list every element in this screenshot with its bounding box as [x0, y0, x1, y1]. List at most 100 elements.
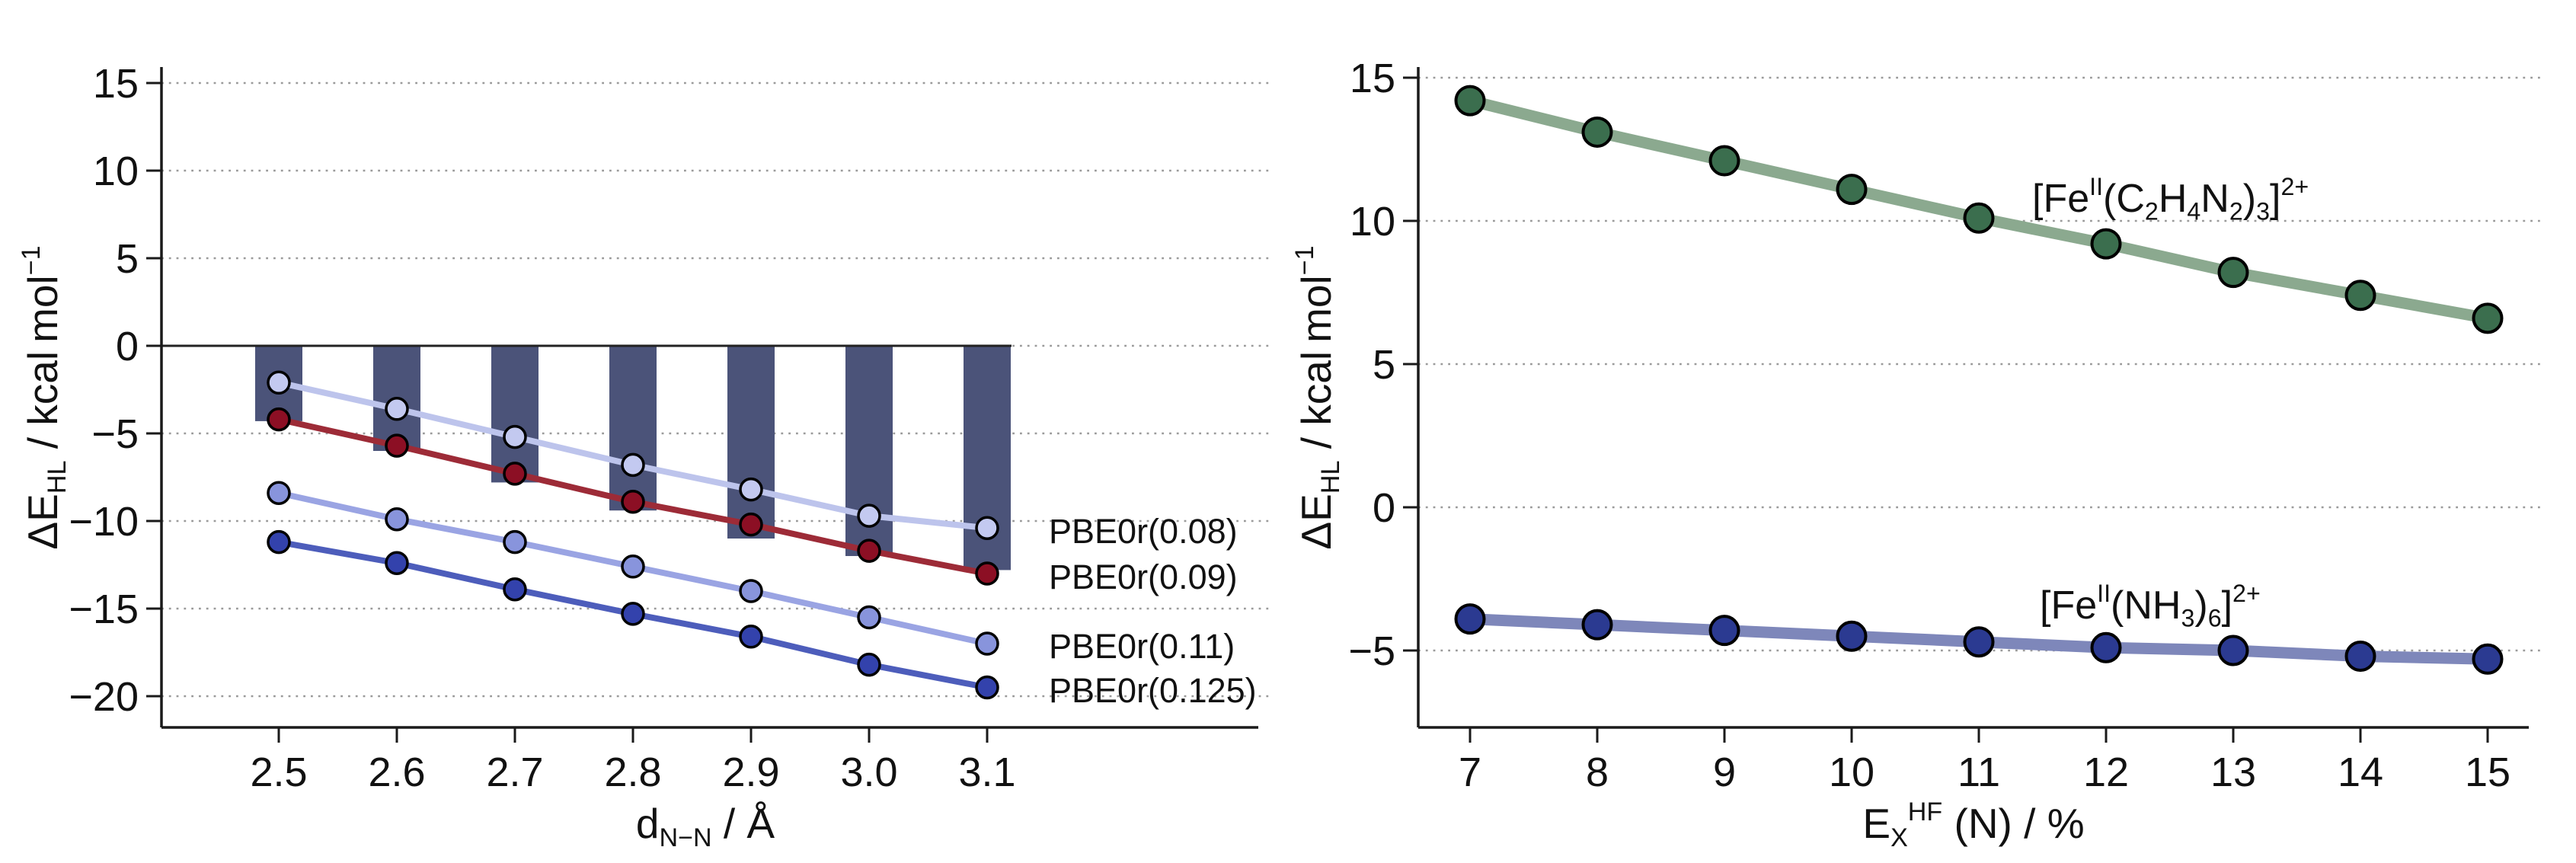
y-axis-label: ΔEHL / kcal mol−1 — [17, 245, 72, 549]
data-point — [1581, 116, 1613, 148]
data-point — [739, 579, 763, 603]
text-segment: 2+ — [2232, 580, 2261, 607]
data-point — [385, 551, 409, 575]
text-segment: [Fe — [2032, 177, 2089, 221]
data-point — [385, 433, 409, 458]
y-tick-label: 5 — [1373, 342, 1395, 388]
text-segment: ] — [2270, 177, 2280, 221]
text-segment: N−N — [659, 823, 711, 852]
text-segment: E — [1862, 800, 1890, 847]
data-point — [1963, 202, 1995, 234]
text-segment: 2 — [2229, 197, 2243, 225]
text-segment: [Fe — [2040, 583, 2097, 628]
y-tick-label: −5 — [1348, 628, 1395, 674]
x-tick-label: 3.1 — [958, 750, 1015, 795]
text-segment: 2.6 — [368, 750, 425, 795]
text-segment: 11 — [1958, 750, 2000, 795]
data-point — [975, 675, 999, 700]
data-point — [2344, 641, 2376, 673]
data-point — [1836, 174, 1868, 206]
text-segment: −20 — [69, 674, 139, 720]
y-tick-label: 0 — [116, 324, 139, 369]
data-point — [621, 555, 645, 579]
data-point — [1454, 85, 1486, 117]
y-tick-label: 15 — [1350, 56, 1395, 101]
data-point — [2090, 228, 2122, 260]
series-label: [FeII(C2H4N2)3]2+ — [2032, 173, 2309, 225]
data-point — [2472, 643, 2504, 675]
text-segment: H — [2159, 177, 2188, 221]
text-segment: −5 — [91, 411, 139, 457]
text-segment: 2.7 — [486, 750, 543, 795]
text-segment: 3.1 — [958, 750, 1015, 795]
x-tick-label: 3.0 — [840, 750, 897, 795]
data-point — [2344, 280, 2376, 312]
text-segment: II — [2089, 173, 2103, 200]
x-tick-label: 13 — [2210, 750, 2256, 795]
x-tick-label: 15 — [2465, 750, 2510, 795]
data-point — [503, 577, 527, 602]
text-segment: 2.5 — [250, 750, 307, 795]
x-tick-label: 12 — [2083, 750, 2129, 795]
text-segment: N — [2200, 177, 2229, 221]
data-point — [267, 370, 291, 395]
text-segment: 4 — [2187, 197, 2200, 225]
data-point — [503, 424, 527, 449]
text-segment: ) — [2243, 177, 2256, 221]
text-segment: 13 — [2210, 750, 2256, 795]
text-segment: 5 — [1373, 342, 1395, 388]
x-tick-label: 9 — [1713, 750, 1736, 795]
x-tick-label: 2.7 — [486, 750, 543, 795]
text-segment: d — [636, 800, 660, 847]
data-point — [975, 631, 999, 656]
x-tick-label: 2.6 — [368, 750, 425, 795]
data-point — [1708, 615, 1740, 647]
bar — [491, 346, 539, 483]
text-segment: (NH — [2111, 583, 2181, 628]
text-segment: 2.8 — [604, 750, 661, 795]
y-axis-label: ΔEHL / kcal mol−1 — [1290, 245, 1345, 549]
data-point — [2217, 634, 2249, 666]
text-segment: 2+ — [2280, 173, 2309, 200]
text-segment: HL — [1316, 461, 1345, 494]
data-point — [857, 605, 881, 630]
data-point — [2217, 257, 2249, 289]
data-point — [975, 516, 999, 540]
text-segment: ) — [2194, 583, 2207, 628]
data-point — [267, 529, 291, 555]
data-point — [1454, 603, 1486, 635]
data-point — [503, 529, 527, 555]
data-point — [975, 561, 999, 586]
text-segment: 5 — [116, 236, 139, 282]
y-tick-label: 10 — [1350, 199, 1395, 245]
text-segment: 6 — [2208, 604, 2222, 631]
text-segment: ΔE — [1293, 494, 1340, 549]
y-tick-label: 15 — [93, 61, 139, 107]
data-point — [1708, 145, 1740, 177]
bar — [609, 346, 657, 511]
x-tick-label: 11 — [1958, 750, 2000, 795]
x-tick-label: 10 — [1829, 750, 1874, 795]
text-segment: −15 — [69, 587, 139, 632]
series-label: [FeII(NH3)6]2+ — [2040, 580, 2261, 631]
text-segment: 14 — [2338, 750, 2383, 795]
data-point — [1581, 609, 1613, 641]
text-segment: ] — [2222, 583, 2232, 628]
text-segment: 2 — [2145, 197, 2159, 225]
text-segment: −5 — [1348, 628, 1395, 674]
text-segment: / kcal mol — [1293, 275, 1340, 460]
data-point — [739, 512, 763, 537]
text-segment: 15 — [2465, 750, 2510, 795]
text-segment: 10 — [93, 149, 139, 194]
data-point — [621, 602, 645, 626]
series-label: PBE0r(0.09) — [1049, 558, 1238, 596]
text-segment: 3 — [2256, 197, 2270, 225]
text-segment: 9 — [1713, 750, 1736, 795]
x-tick-label: 8 — [1586, 750, 1609, 795]
text-segment: −10 — [69, 499, 139, 545]
text-segment: 12 — [2083, 750, 2129, 795]
y-tick-label: −10 — [69, 499, 139, 545]
text-segment: X — [1890, 823, 1908, 852]
